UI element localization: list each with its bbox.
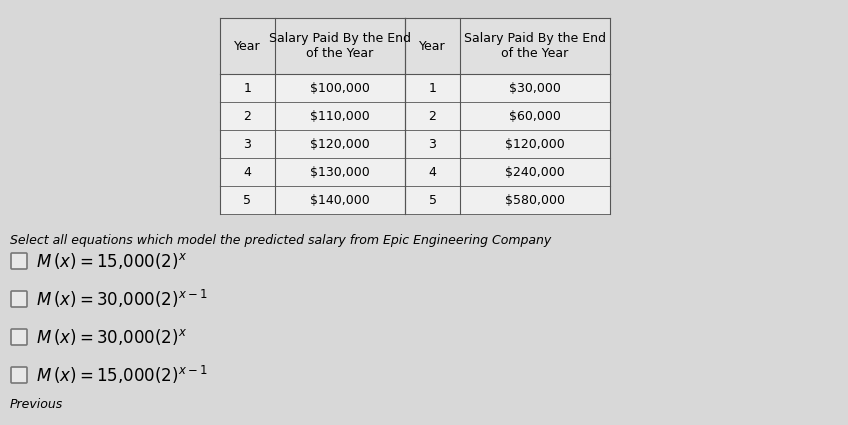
- FancyBboxPatch shape: [11, 367, 27, 383]
- Text: $240,000: $240,000: [505, 165, 565, 178]
- Text: Salary Paid By the End
of the Year: Salary Paid By the End of the Year: [269, 32, 411, 60]
- Text: Salary Paid By the End
of the Year: Salary Paid By the End of the Year: [464, 32, 606, 60]
- Bar: [405, 186, 610, 214]
- Text: 5: 5: [243, 193, 252, 207]
- Text: $60,000: $60,000: [509, 110, 561, 122]
- Text: 1: 1: [428, 82, 437, 94]
- Bar: [220, 18, 405, 74]
- Bar: [405, 130, 610, 158]
- Text: 2: 2: [428, 110, 437, 122]
- Text: 1: 1: [243, 82, 252, 94]
- FancyBboxPatch shape: [11, 329, 27, 345]
- Bar: [220, 74, 405, 102]
- Text: $140,000: $140,000: [310, 193, 370, 207]
- Text: $580,000: $580,000: [505, 193, 565, 207]
- Text: $120,000: $120,000: [310, 138, 370, 150]
- Bar: [405, 102, 610, 130]
- Text: 5: 5: [428, 193, 437, 207]
- Text: Select all equations which model the predicted salary from Epic Engineering Comp: Select all equations which model the pre…: [10, 234, 551, 247]
- Bar: [220, 102, 405, 130]
- Text: $120,000: $120,000: [505, 138, 565, 150]
- Bar: [405, 18, 610, 74]
- Text: Year: Year: [419, 40, 446, 53]
- Bar: [220, 130, 405, 158]
- FancyBboxPatch shape: [11, 253, 27, 269]
- Text: $M\,(x) = 30{,}000(2)^{x-1}$: $M\,(x) = 30{,}000(2)^{x-1}$: [36, 288, 208, 310]
- Text: $30,000: $30,000: [509, 82, 561, 94]
- Text: 3: 3: [428, 138, 437, 150]
- Bar: [220, 186, 405, 214]
- FancyBboxPatch shape: [11, 291, 27, 307]
- Text: 4: 4: [428, 165, 437, 178]
- Bar: [405, 158, 610, 186]
- Bar: [405, 74, 610, 102]
- Text: $100,000: $100,000: [310, 82, 370, 94]
- Text: $M\,(x) = 15{,}000(2)^{x-1}$: $M\,(x) = 15{,}000(2)^{x-1}$: [36, 364, 208, 386]
- Text: Previous: Previous: [10, 399, 64, 411]
- Text: 2: 2: [243, 110, 252, 122]
- Text: $110,000: $110,000: [310, 110, 370, 122]
- Text: $130,000: $130,000: [310, 165, 370, 178]
- Bar: [220, 158, 405, 186]
- Text: 3: 3: [243, 138, 252, 150]
- Text: $M\,(x) = 30{,}000(2)^{x}$: $M\,(x) = 30{,}000(2)^{x}$: [36, 327, 187, 347]
- Text: $M\,(x) = 15{,}000(2)^{x}$: $M\,(x) = 15{,}000(2)^{x}$: [36, 251, 187, 271]
- Text: Year: Year: [234, 40, 261, 53]
- Text: 4: 4: [243, 165, 252, 178]
